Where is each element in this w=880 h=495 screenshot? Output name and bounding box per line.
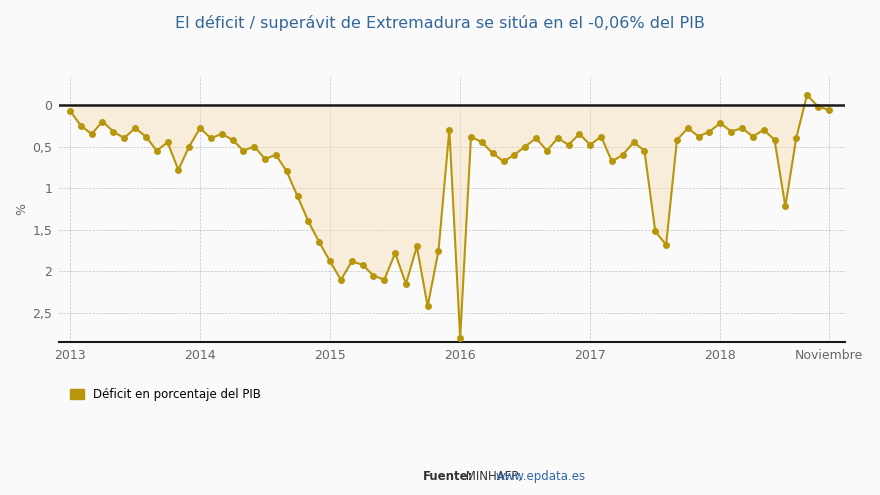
Point — [62, 107, 77, 115]
Point — [290, 193, 304, 200]
Point — [767, 136, 781, 144]
Point — [551, 134, 565, 142]
Point — [356, 261, 370, 269]
Point — [681, 124, 695, 132]
Text: El déficit / superávit de Extremadura se sitúa en el -0,06% del PIB: El déficit / superávit de Extremadura se… — [175, 15, 705, 31]
Point — [225, 136, 239, 144]
Point — [215, 130, 229, 138]
Point — [74, 122, 88, 130]
Point — [649, 228, 663, 236]
Point — [572, 130, 586, 138]
Point — [529, 134, 543, 142]
Point — [496, 157, 510, 165]
Point — [399, 280, 413, 288]
Point — [204, 134, 218, 142]
Point — [464, 133, 478, 141]
Point — [182, 143, 196, 150]
Point — [301, 217, 315, 225]
Point — [757, 126, 771, 134]
Point — [605, 157, 619, 165]
Point — [150, 147, 164, 154]
Point — [627, 139, 641, 147]
Text: www.epdata.es: www.epdata.es — [495, 470, 585, 483]
Point — [724, 128, 738, 136]
Point — [800, 91, 814, 99]
Point — [84, 130, 99, 138]
Point — [269, 151, 283, 159]
Point — [561, 141, 576, 149]
Point — [378, 276, 392, 284]
Point — [789, 134, 803, 142]
Point — [583, 141, 598, 149]
Point — [106, 128, 121, 136]
Point — [247, 143, 261, 150]
Point — [518, 143, 532, 150]
Point — [139, 133, 153, 141]
Point — [193, 124, 207, 132]
Text: Fuente:: Fuente: — [422, 470, 473, 483]
Point — [594, 133, 608, 141]
Point — [735, 124, 749, 132]
Point — [822, 106, 836, 114]
Point — [539, 147, 554, 154]
Point — [237, 147, 251, 154]
Point — [486, 149, 500, 157]
Point — [117, 134, 131, 142]
Point — [366, 272, 380, 280]
Point — [443, 126, 457, 134]
Point — [475, 139, 489, 147]
Point — [778, 202, 792, 210]
Point — [692, 133, 706, 141]
Point — [702, 128, 716, 136]
Point — [810, 102, 825, 110]
Point — [746, 133, 760, 141]
Point — [334, 276, 348, 284]
Text: MINHAFP,: MINHAFP, — [462, 470, 526, 483]
Point — [128, 124, 142, 132]
Point — [508, 151, 522, 159]
Point — [410, 243, 424, 250]
Point — [670, 136, 684, 144]
Y-axis label: %: % — [15, 203, 28, 215]
Legend: Déficit en porcentaje del PIB: Déficit en porcentaje del PIB — [65, 383, 266, 406]
Point — [258, 155, 272, 163]
Point — [160, 139, 174, 147]
Point — [659, 241, 673, 249]
Point — [323, 257, 337, 265]
Point — [431, 247, 445, 254]
Point — [637, 147, 651, 154]
Point — [312, 238, 326, 246]
Point — [95, 117, 109, 125]
Point — [453, 334, 467, 342]
Point — [172, 166, 186, 174]
Point — [714, 119, 728, 127]
Point — [421, 302, 435, 310]
Point — [388, 249, 402, 257]
Point — [345, 257, 359, 265]
Point — [616, 151, 630, 159]
Point — [280, 167, 294, 175]
